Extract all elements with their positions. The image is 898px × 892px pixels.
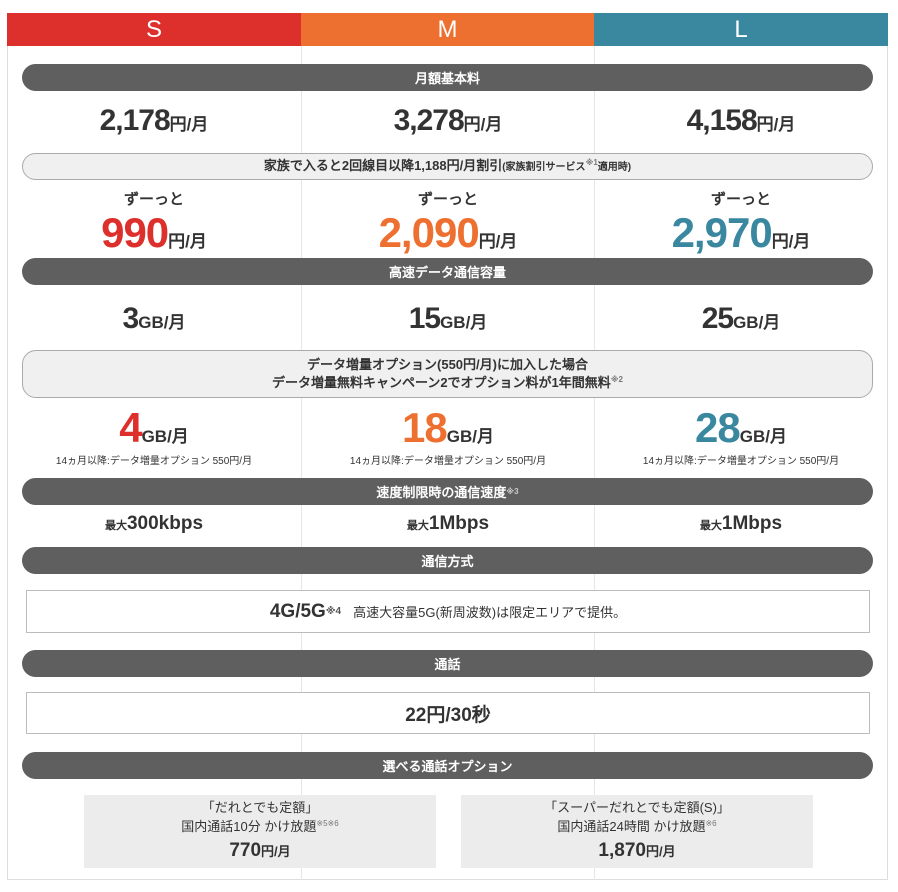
plan-header-s: S	[7, 13, 301, 46]
plan-table	[7, 46, 888, 880]
data-option-banner: データ増量オプション(550円/月)に加入した場合 データ増量無料キャンペーン2で…	[22, 350, 873, 398]
call-rate: 22円/30秒	[26, 692, 870, 734]
plan-header-m: M	[301, 13, 594, 46]
data-l: 25GB/月	[701, 302, 781, 335]
family-price-l: ずーっと 2,970円/月	[671, 191, 811, 256]
speed-m: 最大1Mbps	[406, 513, 490, 534]
family-price-s: ずーっと 990円/月	[101, 191, 207, 256]
call-option-card: 「スーパーだれとでも定額(S)」 国内通話24時間 かけ放題※6 1,870円/月	[461, 795, 813, 868]
speed-l: 最大1Mbps	[699, 513, 783, 534]
section-call: 通話	[22, 650, 873, 677]
data-option-s: 4GB/月 14ヵ月以降:データ増量オプション 550円/月	[55, 404, 253, 467]
section-data-capacity: 高速データ通信容量	[22, 258, 873, 285]
column-divider	[594, 46, 595, 880]
base-price-m: 3,278円/月	[393, 104, 503, 137]
section-call-options: 選べる通話オプション	[22, 752, 873, 779]
data-option-m: 18GB/月 14ヵ月以降:データ増量オプション 550円/月	[349, 404, 547, 467]
data-s: 3GB/月	[122, 302, 186, 335]
section-base-fee: 月額基本料	[22, 64, 873, 91]
data-option-l: 28GB/月 14ヵ月以降:データ増量オプション 550円/月	[642, 404, 840, 467]
network-box: 4G/5G ※4 高速大容量5G(新周波数)は限定エリアで提供。	[26, 590, 870, 633]
section-speed-limit: 速度制限時の通信速度 ※3	[22, 478, 873, 505]
speed-s: 最大300kbps	[104, 513, 204, 534]
column-divider	[301, 46, 302, 880]
family-discount-banner: 家族で入ると2回線目以降1,188円/月割引(家族割引サービス※1適用時)	[22, 153, 873, 180]
plan-header-l: L	[594, 13, 888, 46]
call-option-card: 「だれとでも定額」 国内通話10分 かけ放題※5※6 770円/月	[84, 795, 436, 868]
family-price-m: ずーっと 2,090円/月	[378, 191, 518, 256]
data-m: 15GB/月	[408, 302, 488, 335]
section-network: 通信方式	[22, 547, 873, 574]
base-price-l: 4,158円/月	[686, 104, 796, 137]
base-price-s: 2,178円/月	[99, 104, 209, 137]
